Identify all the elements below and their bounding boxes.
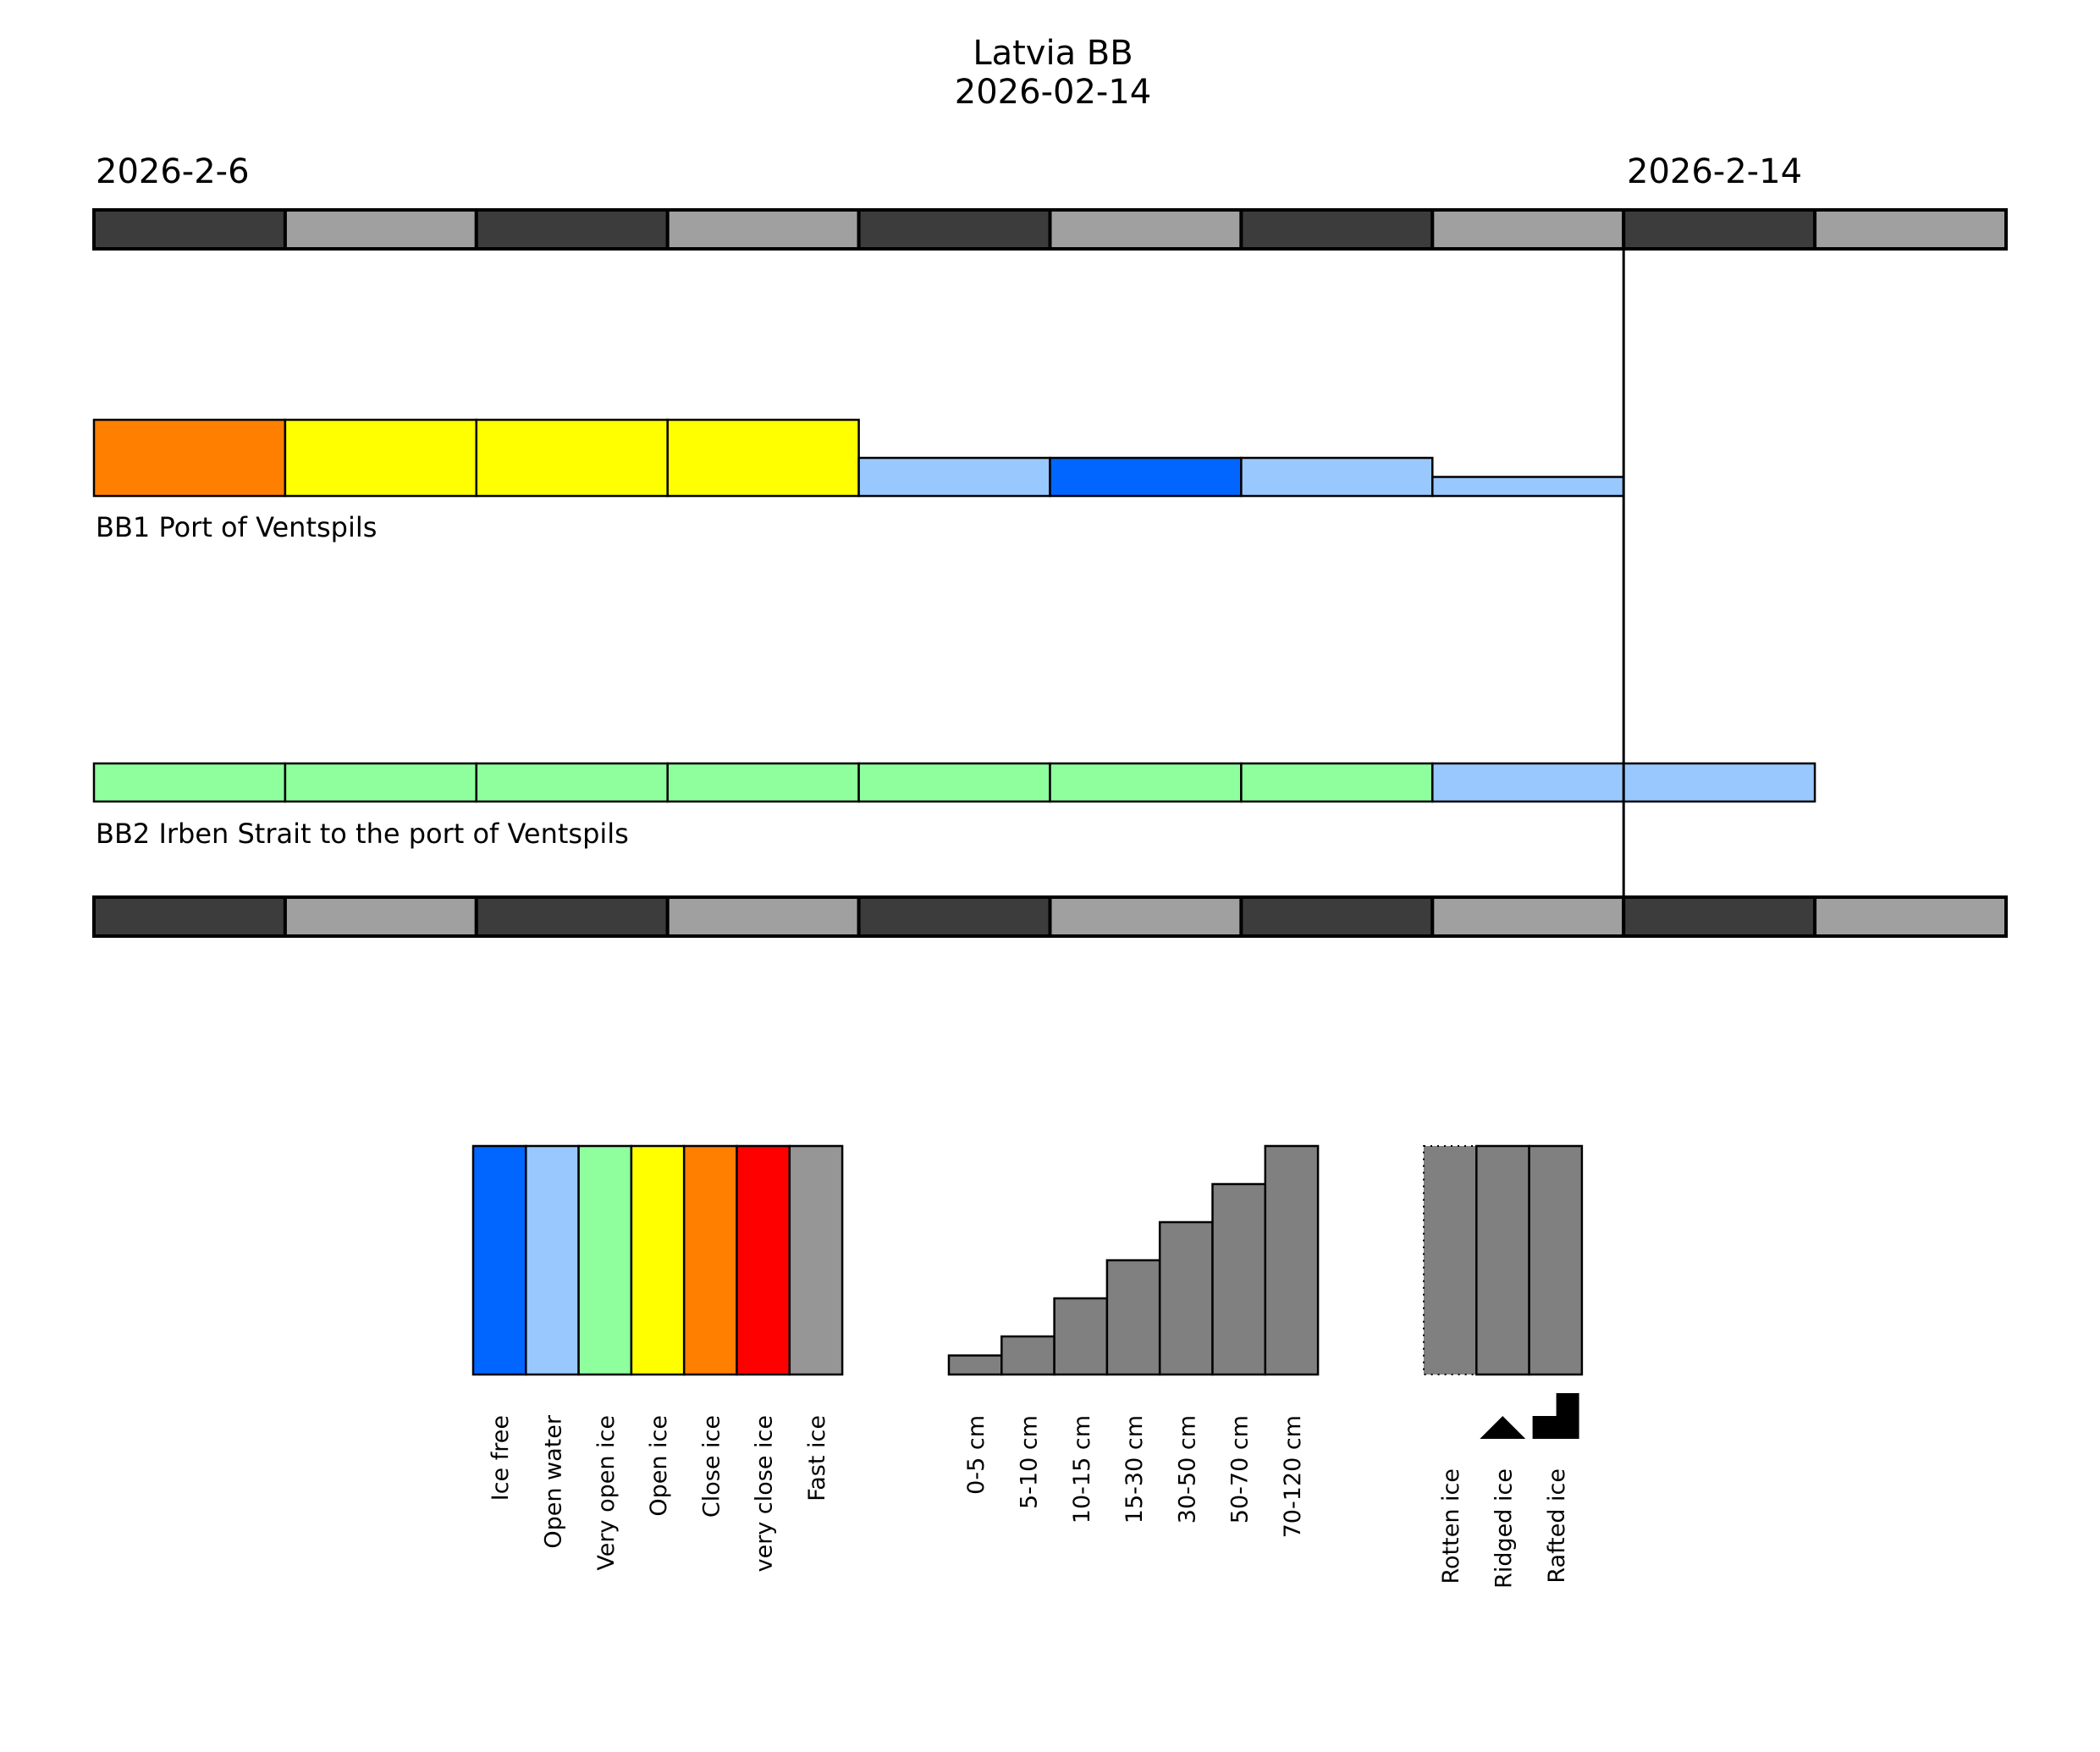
day-bar xyxy=(1431,476,1625,498)
legend-ice-types: Rotten ice Ridged ice Rafted ice xyxy=(1423,1144,1584,1589)
timeline-segment xyxy=(1430,895,1626,938)
chart-subtitle: 2026-02-14 xyxy=(955,73,1151,112)
start-date-label: 2026-2-6 xyxy=(96,152,250,191)
day-bar xyxy=(666,418,860,498)
row-label: BB1 Port of Ventspils xyxy=(96,511,377,543)
thickness-bar xyxy=(1000,1335,1056,1376)
day-bar xyxy=(1622,762,1816,803)
day-bar xyxy=(1049,762,1243,803)
bottom-timeline xyxy=(92,895,2009,938)
timeline-segment xyxy=(665,895,861,938)
legend-swatch xyxy=(577,1144,633,1376)
legend-swatch xyxy=(630,1144,686,1376)
timeline-segment xyxy=(1813,208,2009,251)
legend-label: Fast ice xyxy=(804,1415,830,1501)
legend-conditions: Ice free Open water Very open ice Open ice C… xyxy=(471,1144,844,1572)
day-bar xyxy=(284,418,478,498)
legend-label: Close ice xyxy=(698,1415,725,1518)
thickness-label: 10-15 cm xyxy=(1069,1415,1095,1523)
day-bar xyxy=(475,762,669,803)
day-bar xyxy=(1049,456,1243,498)
legend-label: Open water xyxy=(540,1414,566,1549)
day-bar xyxy=(1431,762,1625,803)
timeline-segment xyxy=(474,895,670,938)
current-date-label: 2026-2-14 xyxy=(1627,152,1802,191)
legend-swatch xyxy=(736,1144,791,1376)
timeline-segment xyxy=(92,895,287,938)
day-bar xyxy=(666,762,860,803)
day-bar xyxy=(857,456,1051,498)
ice-type-label: Ridged ice xyxy=(1491,1468,1517,1589)
timeline-segment xyxy=(92,208,287,251)
timeline-segment xyxy=(857,208,1052,251)
timeline-segment xyxy=(1239,895,1435,938)
thickness-bar xyxy=(1211,1182,1267,1376)
timeline-segment xyxy=(283,895,478,938)
row-2: BB2 Irben Strait to the port of Ventspil… xyxy=(92,762,1816,850)
day-bar xyxy=(284,762,478,803)
timeline-segment xyxy=(1622,208,1817,251)
timeline-segment xyxy=(474,208,670,251)
chart-title: Latvia BB xyxy=(973,34,1133,73)
timeline-segment xyxy=(1430,208,1626,251)
row-1: BB1 Port of Ventspils xyxy=(92,418,1625,543)
thickness-bar xyxy=(1053,1297,1109,1376)
ice-type-swatch xyxy=(1528,1144,1584,1376)
legend-label: Open ice xyxy=(646,1415,672,1517)
thickness-bar xyxy=(1105,1259,1161,1376)
row-label: BB2 Irben Strait to the port of Ventspil… xyxy=(96,818,629,850)
timeline-segment xyxy=(1813,895,2009,938)
day-bar xyxy=(1240,456,1434,498)
ice-type-label: Rotten ice xyxy=(1438,1468,1464,1584)
thickness-label: 50-70 cm xyxy=(1227,1415,1254,1523)
ice-type-label: Rafted ice xyxy=(1544,1468,1570,1584)
thickness-bar xyxy=(1264,1144,1320,1376)
thickness-label: 5-10 cm xyxy=(1016,1415,1042,1509)
day-bar xyxy=(1240,762,1434,803)
condition-rows: BB1 Port of Ventspils BB2 Irben Strait to… xyxy=(92,418,1816,850)
timeline-segment xyxy=(665,208,861,251)
legend-label: very close ice xyxy=(752,1415,778,1572)
ice-type-swatch xyxy=(1423,1145,1478,1375)
thickness-label: 70-120 cm xyxy=(1280,1415,1306,1538)
timeline-segment xyxy=(857,895,1052,938)
thickness-label: 30-50 cm xyxy=(1174,1415,1200,1523)
timeline-segment xyxy=(283,208,478,251)
legend-swatch xyxy=(471,1144,527,1376)
top-timeline xyxy=(92,208,2009,251)
timeline-segment xyxy=(1048,208,1243,251)
day-bar xyxy=(92,762,287,803)
thickness-bar xyxy=(1158,1220,1214,1376)
legend-label: Very open ice xyxy=(593,1415,620,1571)
ice-type-swatch xyxy=(1475,1144,1530,1376)
timeline-segment xyxy=(1622,895,1817,938)
ridged-ice-icon xyxy=(1480,1416,1526,1439)
timeline-segment xyxy=(1239,208,1435,251)
rafted-ice-icon xyxy=(1532,1393,1579,1439)
day-bar xyxy=(92,418,287,498)
legend-swatch xyxy=(525,1144,580,1376)
day-bar xyxy=(475,418,669,498)
timeline-segment xyxy=(1048,895,1243,938)
day-bar xyxy=(857,762,1051,803)
thickness-bar xyxy=(947,1354,1003,1376)
thickness-label: 0-5 cm xyxy=(963,1415,989,1495)
legend-swatch xyxy=(682,1144,738,1376)
legend-swatch xyxy=(788,1144,844,1376)
legend-label: Ice free xyxy=(488,1415,514,1501)
thickness-label: 15-30 cm xyxy=(1122,1415,1148,1523)
legend-thickness: 0-5 cm 5-10 cm 10-15 cm 15-30 cm 30-50 cm 50-… xyxy=(947,1144,1320,1538)
